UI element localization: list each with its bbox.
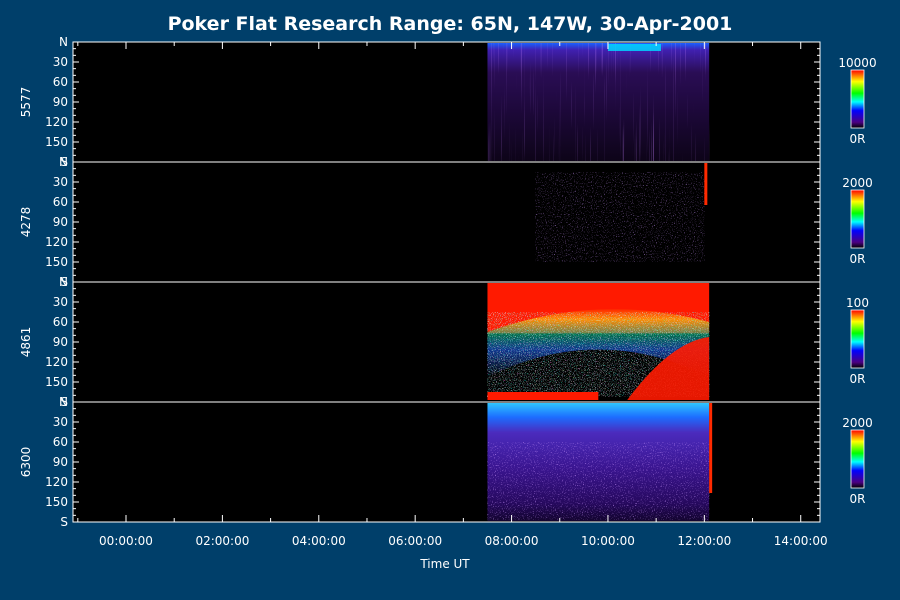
- y-tick-label: 90: [53, 95, 68, 109]
- y-tick-label: 30: [53, 295, 68, 309]
- y-tick-label: 60: [53, 195, 68, 209]
- y-tick-label: 90: [53, 335, 68, 349]
- x-tick-label: 12:00:00: [677, 534, 731, 548]
- panel-5577: N 30 60 90 120 150 S 5577 10000 0R: [19, 35, 877, 169]
- bright-patch: [607, 44, 661, 51]
- colorbar-max-label: 10000: [838, 56, 876, 70]
- panel-label: 4278: [19, 207, 33, 238]
- panel-label: 5577: [19, 87, 33, 118]
- x-tick-label: 04:00:00: [292, 534, 346, 548]
- colorbar-min-label: 0R: [850, 252, 866, 266]
- edge-streak: [709, 403, 713, 493]
- x-tick-label: 00:00:00: [99, 534, 153, 548]
- y-tick-label: S: [60, 395, 68, 409]
- colorbar: [851, 190, 864, 248]
- colorbar: [851, 310, 864, 368]
- y-tick-label: 30: [53, 55, 68, 69]
- panel-4278: N 30 60 90 120 150 S 4278 2000 0R: [19, 155, 873, 289]
- edge-streak: [704, 163, 708, 205]
- y-tick-label: 120: [45, 475, 68, 489]
- y-tick-label: 90: [53, 455, 68, 469]
- colorbar-max-label: 100: [846, 296, 869, 310]
- y-tick-label: 150: [45, 375, 68, 389]
- panel-6300: N 30 60 90 120 150 S 6300 2000 0R: [19, 395, 873, 529]
- y-tick-label: 120: [45, 115, 68, 129]
- y-tick-label: N: [59, 395, 68, 409]
- emission-streaks: [487, 43, 710, 161]
- colorbar: [851, 70, 864, 128]
- y-tick-label: 150: [45, 255, 68, 269]
- panel-background: [73, 162, 820, 282]
- y-tick-label: 60: [53, 435, 68, 449]
- south-horizon-glow: [487, 392, 599, 400]
- y-tick-label: 150: [45, 495, 68, 509]
- y-tick-label: S: [60, 515, 68, 529]
- y-tick-label: 90: [53, 215, 68, 229]
- colorbar-min-label: 0R: [850, 492, 866, 506]
- colorbar-frame: [850, 69, 865, 129]
- y-tick-label: S: [60, 155, 68, 169]
- y-tick-label: 120: [45, 235, 68, 249]
- panel-4861: N 30 60 90 120 150 S 4861 100 0R: [19, 275, 869, 409]
- x-tick-label: 02:00:00: [195, 534, 249, 548]
- y-tick-label: 120: [45, 355, 68, 369]
- time-axis: 00:00:00 02:00:00 04:00:00 06:00:00 08:00:00…: [77, 42, 828, 548]
- colorbar-max-label: 2000: [842, 416, 873, 430]
- noise-speckle: [487, 442, 710, 520]
- faint-speckle: [535, 172, 705, 262]
- colorbar: [851, 430, 864, 488]
- y-tick-label: 60: [53, 315, 68, 329]
- colorbar-min-label: 0R: [850, 372, 866, 386]
- y-tick-label: 60: [53, 75, 68, 89]
- y-tick-label: S: [60, 275, 68, 289]
- colorbar-min-label: 0R: [850, 132, 866, 146]
- y-tick-label: 150: [45, 135, 68, 149]
- x-tick-label: 10:00:00: [581, 534, 635, 548]
- y-tick-label: N: [59, 275, 68, 289]
- colorbar-frame: [850, 429, 865, 489]
- x-tick-label: 06:00:00: [388, 534, 442, 548]
- y-tick-label: N: [59, 155, 68, 169]
- chart-title: Poker Flat Research Range: 65N, 147W, 30…: [168, 13, 733, 35]
- panel-label: 6300: [19, 447, 33, 478]
- colorbar-frame: [850, 189, 865, 249]
- y-tick-label: 30: [53, 415, 68, 429]
- x-tick-label: 08:00:00: [485, 534, 539, 548]
- saturated-south: [627, 337, 710, 400]
- panel-label: 4861: [19, 327, 33, 358]
- colorbar-frame: [850, 309, 865, 369]
- x-axis-label: Time UT: [419, 557, 470, 571]
- x-tick-label: 14:00:00: [774, 534, 828, 548]
- colorbar-max-label: 2000: [842, 176, 873, 190]
- keogram-panels: N 30 60 90 120 150 S 5577 10000 0R N 30 60 90 120 150 S 4…: [19, 35, 877, 529]
- y-tick-label: N: [59, 35, 68, 49]
- y-tick-label: 30: [53, 175, 68, 189]
